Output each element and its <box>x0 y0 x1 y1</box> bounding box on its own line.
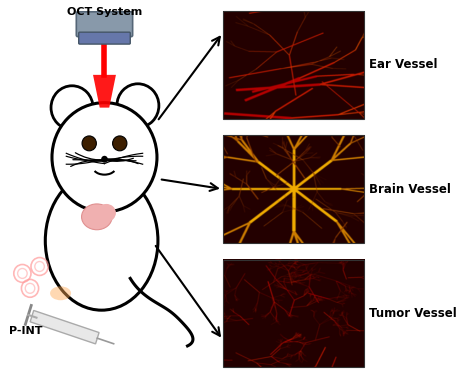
Circle shape <box>113 136 127 151</box>
Ellipse shape <box>82 204 112 230</box>
Text: Ear Vessel: Ear Vessel <box>369 58 438 72</box>
Circle shape <box>117 84 159 128</box>
Ellipse shape <box>46 171 158 310</box>
Bar <box>223 135 364 243</box>
Bar <box>223 259 364 367</box>
Bar <box>223 11 364 119</box>
Text: Tumor Vessel: Tumor Vessel <box>369 307 456 320</box>
Circle shape <box>82 136 96 151</box>
Ellipse shape <box>97 204 116 222</box>
Ellipse shape <box>50 286 71 300</box>
FancyBboxPatch shape <box>79 32 130 44</box>
FancyBboxPatch shape <box>76 12 133 37</box>
Circle shape <box>101 156 108 163</box>
Text: P-INT: P-INT <box>9 326 43 336</box>
Polygon shape <box>30 310 99 344</box>
Circle shape <box>51 86 93 130</box>
Polygon shape <box>93 75 116 108</box>
Text: OCT System: OCT System <box>67 7 142 18</box>
Text: Brain Vessel: Brain Vessel <box>369 182 451 196</box>
Circle shape <box>52 103 157 212</box>
